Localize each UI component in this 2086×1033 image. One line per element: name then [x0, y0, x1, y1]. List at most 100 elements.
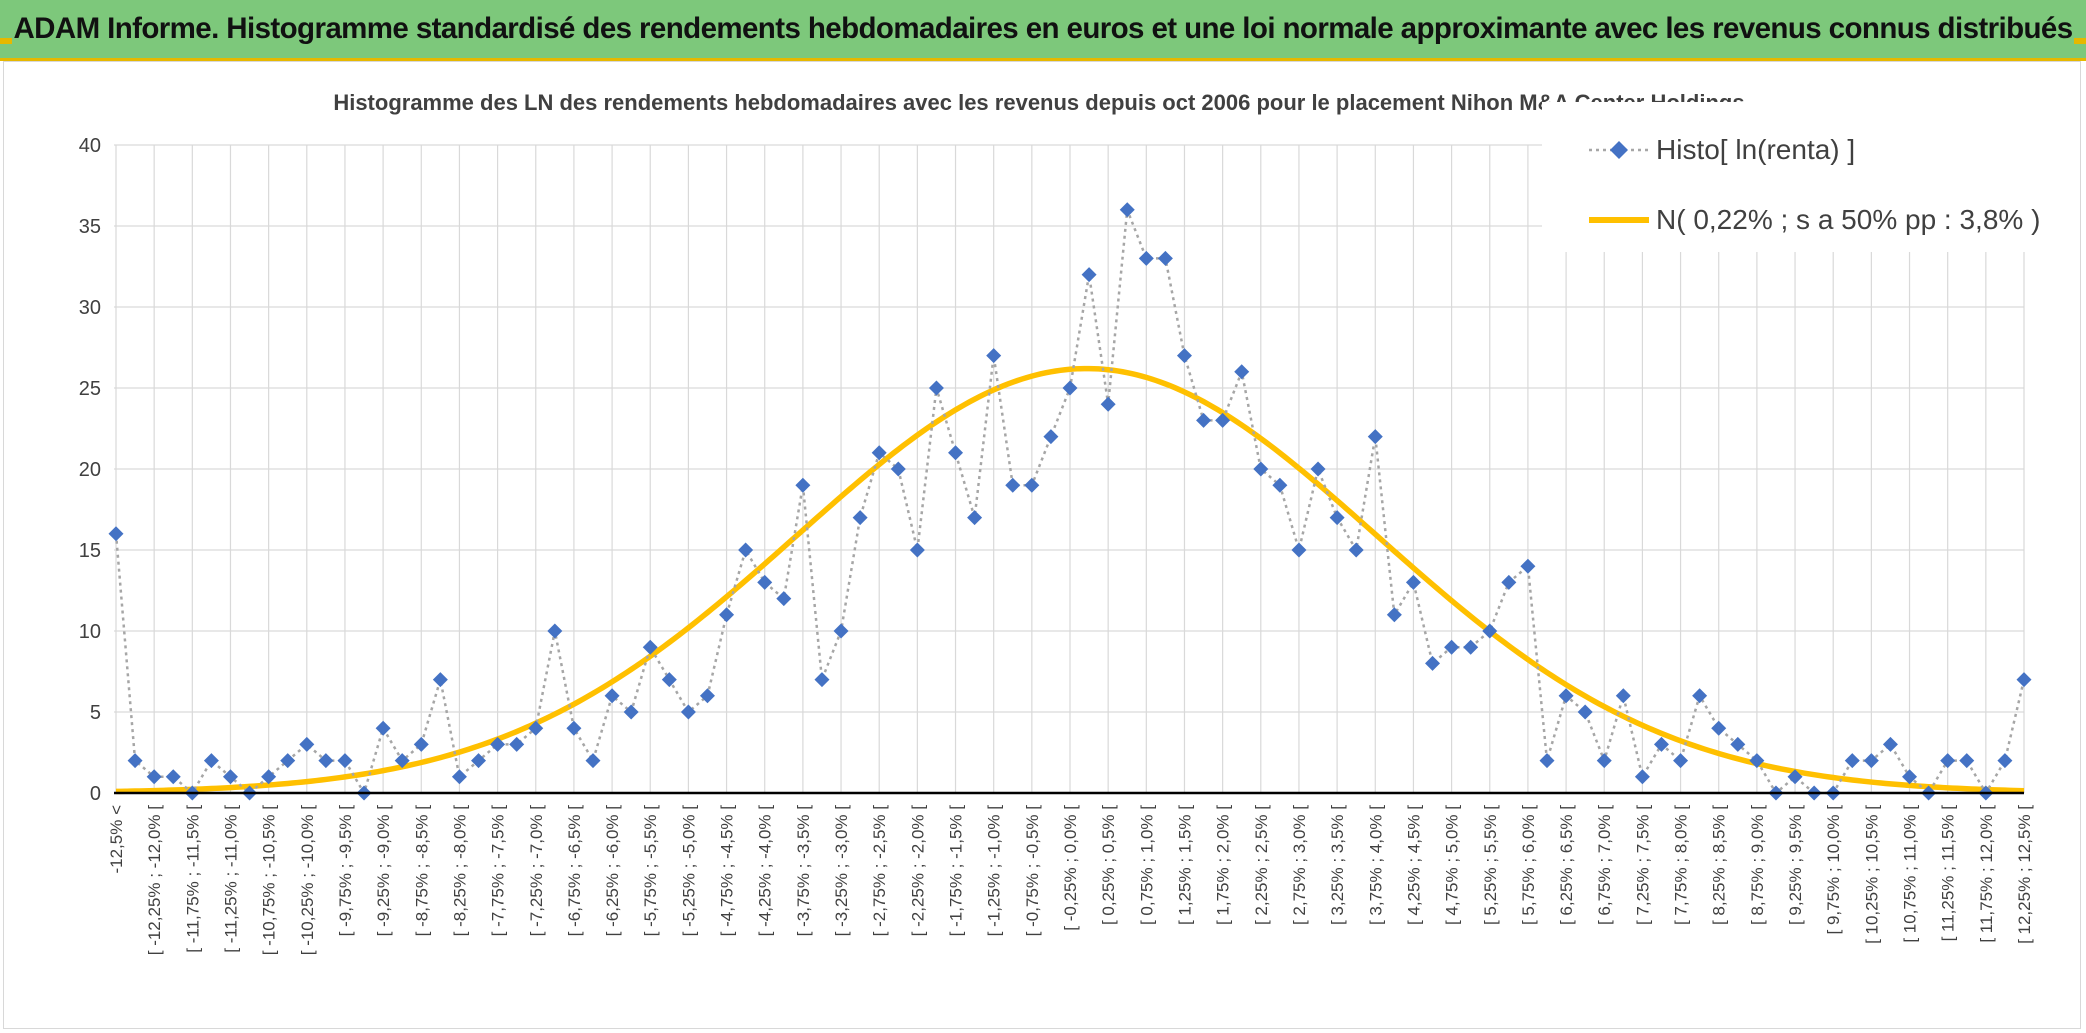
histogram-point [2016, 672, 2032, 688]
histogram-point [928, 380, 944, 396]
report-banner: ADAM Informe. Histogramme standardisé de… [0, 0, 2086, 61]
histogram-point [1940, 753, 1956, 769]
histogram-point [1997, 753, 2013, 769]
histogram-point [1787, 769, 1803, 785]
y-tick-label: 20 [79, 459, 101, 481]
histogram-point [1882, 736, 1898, 752]
histogram-point [1234, 364, 1250, 380]
histogram-point [1348, 542, 1364, 558]
histogram-point [1596, 753, 1612, 769]
x-tick-label: [ -10,75% ; -10,5% [ [260, 805, 279, 956]
histogram-point [146, 769, 162, 785]
histogram-point [375, 720, 391, 736]
y-axis-ticks: 0 5 10 15 20 25 30 35 40 [79, 135, 101, 805]
x-tick-label: -12,5% < [107, 805, 126, 874]
x-tick-label: [ -3,75% ; -3,5% [ [794, 805, 813, 937]
x-tick-label: [ -6,75% ; -6,5% [ [565, 805, 584, 937]
x-tick-label: [ 3,25% ; 3,5% [ [1328, 805, 1347, 925]
histogram-point [1138, 250, 1154, 266]
histogram-point [1501, 574, 1517, 590]
histogram-point [1329, 510, 1345, 526]
corner-accent-left [0, 38, 12, 44]
y-tick-label: 5 [90, 702, 101, 724]
x-tick-label: [ 10,75% ; 11,0% [ [1901, 805, 1920, 943]
x-tick-label: [ 8,75% ; 9,0% [ [1748, 805, 1767, 925]
histogram-point [1653, 736, 1669, 752]
x-tick-label: [ 4,75% ; 5,0% [ [1443, 805, 1462, 925]
histogram-point [757, 574, 773, 590]
histogram-point [1520, 558, 1536, 574]
histogram-point [1482, 623, 1498, 639]
histogram-point [471, 753, 487, 769]
x-tick-label: [ 2,75% ; 3,0% [ [1290, 805, 1309, 925]
legend-histo-marker [1610, 141, 1628, 159]
legend: Histo[ ln(renta) ] N( 0,22% ; s a 50% pp… [1542, 102, 2072, 252]
x-tick-label: [ 1,25% ; 1,5% [ [1175, 805, 1194, 925]
x-tick-label: [ 6,25% ; 6,5% [ [1557, 805, 1576, 925]
histogram-point [1405, 574, 1421, 590]
x-tick-label: [ 9,25% ; 9,5% [ [1786, 805, 1805, 925]
histogram-point [1196, 412, 1212, 428]
histogram-point [814, 672, 830, 688]
histogram-point [203, 753, 219, 769]
normal-curve-line [115, 365, 2025, 795]
histogram-point [1386, 607, 1402, 623]
x-tick-label: [ -11,75% ; -11,5% [ [183, 805, 202, 953]
histogram-point [1863, 753, 1879, 769]
y-tick-label: 40 [79, 135, 101, 157]
histogram-point [1005, 477, 1021, 493]
x-tick-label: [ -1,75% ; -1,5% [ [947, 805, 966, 937]
x-tick-label: [ -0,25% ; 0,0% [ [1061, 805, 1080, 931]
x-tick-label: [ -11,25% ; -11,0% [ [221, 805, 240, 953]
x-tick-label: [ -5,25% ; -5,0% [ [679, 805, 698, 937]
histogram-point [108, 526, 124, 542]
histogram-point [604, 688, 620, 704]
x-tick-label: [ -8,75% ; -8,5% [ [412, 805, 431, 937]
histogram-point [776, 591, 792, 607]
x-tick-label: [ -7,75% ; -7,5% [ [489, 805, 508, 937]
x-tick-label: [ 11,25% ; 11,5% [ [1939, 805, 1958, 942]
x-tick-label: [ -8,25% ; -8,0% [ [450, 805, 469, 937]
histogram-point [1253, 461, 1269, 477]
chart-frame: Histogramme des LN des rendements hebdom… [3, 61, 2081, 1029]
histogram-point [1272, 477, 1288, 493]
histogram-point [1176, 348, 1192, 364]
x-tick-label: [ 1,75% ; 2,0% [ [1214, 805, 1233, 925]
histogram-point [1711, 720, 1727, 736]
x-tick-label: [ -4,75% ; -4,5% [ [718, 805, 737, 937]
x-axis-labels: -12,5% < [ -12,25% ; -12,0% [ [ -11,75% ; … [107, 805, 2034, 956]
histogram-point [1615, 688, 1631, 704]
histogram-point [318, 753, 334, 769]
x-tick-label: [ 5,25% ; 5,5% [ [1481, 805, 1500, 925]
legend-normal-label: N( 0,22% ; s a 50% pp : 3,8% ) [1656, 204, 2040, 235]
x-tick-label: [ 5,75% ; 6,0% [ [1519, 805, 1538, 925]
histogram-point [871, 445, 887, 461]
histogram-point [738, 542, 754, 558]
x-tick-label: [ -10,25% ; -10,0% [ [298, 805, 317, 956]
x-tick-label: [ -1,25% ; -1,0% [ [985, 805, 1004, 937]
histogram-point [699, 688, 715, 704]
histogram-point [719, 607, 735, 623]
histogram-point [661, 672, 677, 688]
histogram-point [261, 769, 277, 785]
histogram-point [852, 510, 868, 526]
histogram-point [1749, 753, 1765, 769]
normal-curve-series [115, 365, 2025, 795]
histogram-point [795, 477, 811, 493]
histogram-point [394, 753, 410, 769]
legend-box [1542, 102, 2072, 252]
x-tick-label: [ -12,25% ; -12,0% [ [145, 805, 164, 956]
histogram-point [490, 736, 506, 752]
histogram-point [1100, 396, 1116, 412]
x-tick-label: [ 8,25% ; 8,5% [ [1710, 805, 1729, 925]
histogram-point [1959, 753, 1975, 769]
x-tick-label: [ 10,25% ; 10,5% [ [1862, 805, 1881, 944]
histogram-point [1444, 639, 1460, 655]
x-tick-label: [ -3,25% ; -3,0% [ [832, 805, 851, 937]
histogram-point [833, 623, 849, 639]
histogram-point [528, 720, 544, 736]
histogram-point [1902, 769, 1918, 785]
x-tick-label: [ 0,75% ; 1,0% [ [1137, 805, 1156, 925]
chart-title: Histogramme des LN des rendements hebdom… [333, 90, 1750, 115]
histogram-point [1024, 477, 1040, 493]
